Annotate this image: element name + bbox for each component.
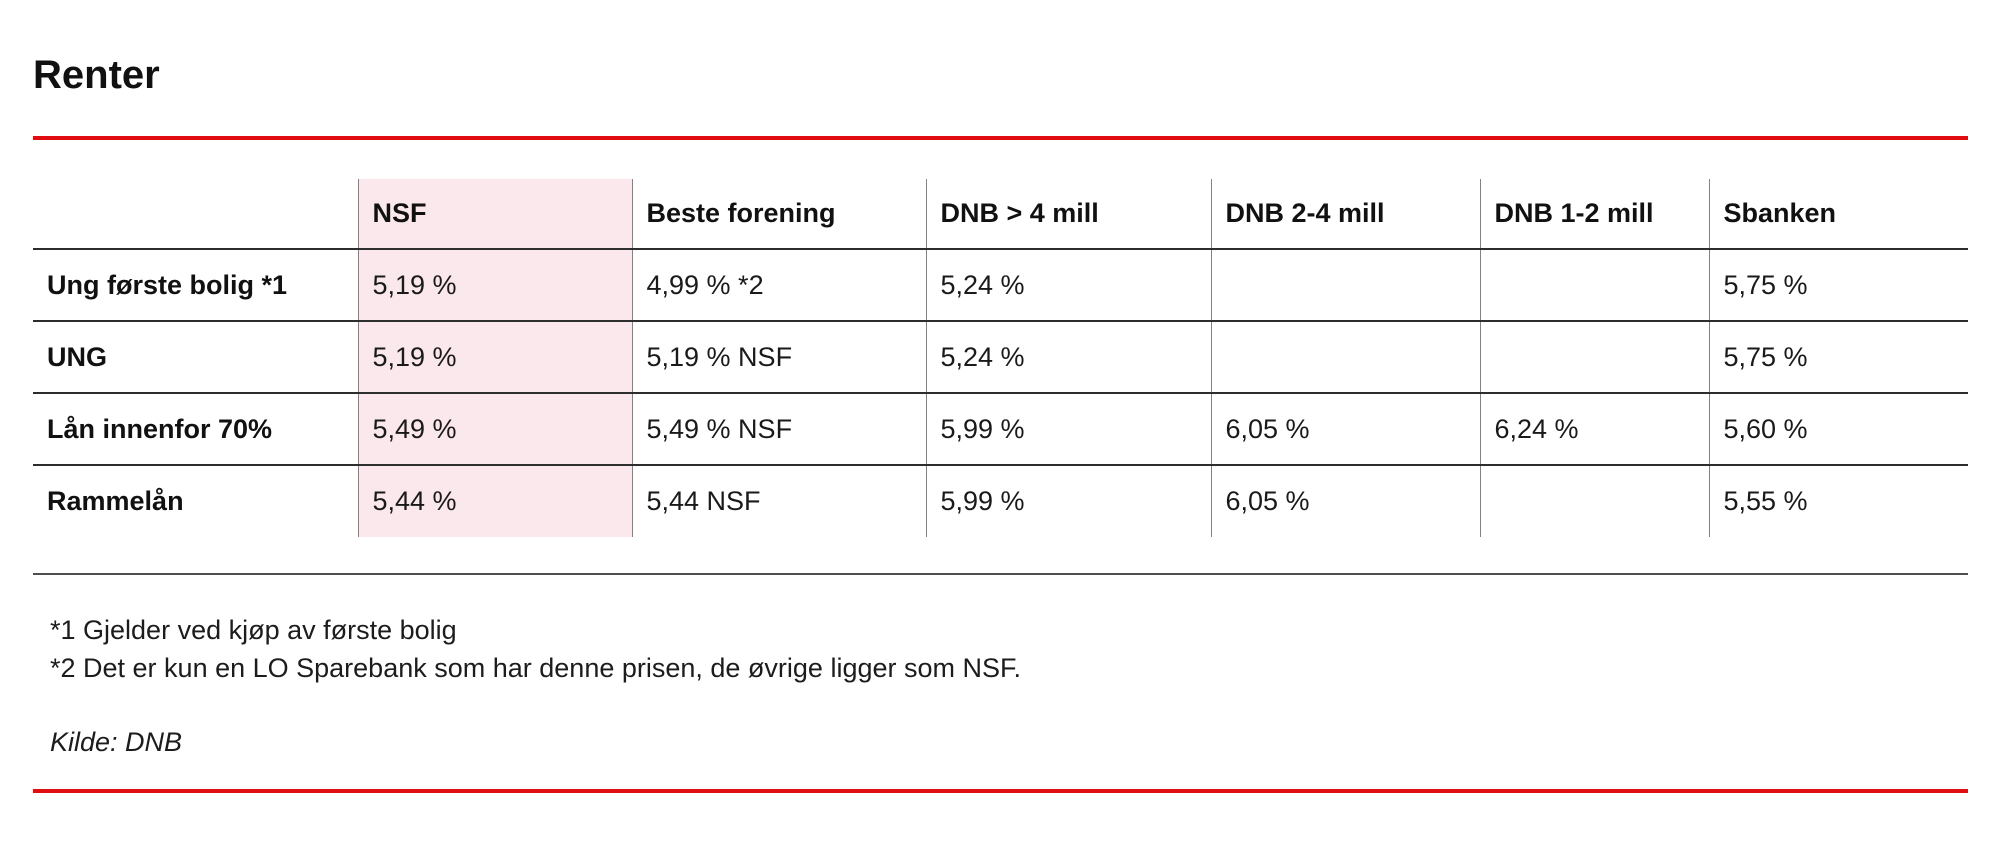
- table-header-dnb-1-2-mill: DNB 1-2 mill: [1479, 179, 1709, 249]
- cell-sbanken: 5,75 %: [1708, 249, 1968, 321]
- row-label-ung: UNG: [47, 341, 107, 372]
- table-header-beste-forening: Beste forening: [631, 179, 926, 249]
- row-label-rammelan: Rammelån: [47, 486, 184, 516]
- table-header-sbanken: Sbanken: [1708, 179, 1968, 249]
- table-header-dnb-2-4-mill: DNB 2-4 mill: [1210, 179, 1480, 249]
- footnote-2: *2 Det er kun en LO Sparebank som har de…: [50, 653, 1021, 683]
- source-credit: Kilde: DNB: [50, 727, 183, 757]
- cell-dnb-over-4-mill: 5,99 %: [925, 465, 1211, 537]
- table-row: Lån innenfor 70% 5,49 % 5,49 % NSF 5,99 …: [33, 393, 1968, 465]
- table-row: Ung første bolig *1 5,19 % 4,99 % *2 5,2…: [33, 249, 1968, 321]
- cell-dnb-over-4-mill: 5,99 %: [925, 393, 1211, 465]
- cell-sbanken: 5,55 %: [1708, 465, 1968, 537]
- cell-dnb-2-4-mill: 6,05 %: [1210, 393, 1480, 465]
- table-row: UNG 5,19 % 5,19 % NSF 5,24 % 5,75 %: [33, 321, 1968, 393]
- cell-dnb-over-4-mill: 5,24 %: [925, 321, 1211, 393]
- cell-dnb-1-2-mill: 6,24 %: [1479, 393, 1709, 465]
- cell-dnb-1-2-mill: [1479, 465, 1709, 537]
- cell-dnb-1-2-mill: [1479, 249, 1709, 321]
- table-row: Rammelån 5,44 % 5,44 NSF 5,99 % 6,05 % 5…: [33, 465, 1968, 537]
- cell-dnb-2-4-mill: [1210, 249, 1480, 321]
- table-header-nsf: NSF: [357, 179, 632, 249]
- cell-nsf: 5,44 %: [357, 465, 632, 537]
- table-header-row: NSF Beste forening DNB > 4 mill DNB 2-4 …: [33, 179, 1968, 249]
- row-label-lan-innenfor-70: Lån innenfor 70%: [47, 413, 273, 444]
- table-header-empty: [33, 179, 358, 249]
- row-label-ung-forste-bolig: Ung første bolig *1: [47, 269, 288, 300]
- footnote-1: *1 Gjelder ved kjøp av første bolig: [50, 615, 457, 645]
- rates-table: NSF Beste forening DNB > 4 mill DNB 2-4 …: [33, 179, 1968, 537]
- footnote-divider: [33, 573, 1968, 575]
- cell-beste-forening: 5,44 NSF: [631, 465, 926, 537]
- cell-dnb-2-4-mill: [1210, 321, 1480, 393]
- bottom-red-divider: [33, 789, 1968, 793]
- cell-nsf: 5,49 %: [357, 393, 632, 465]
- cell-nsf: 5,19 %: [357, 249, 632, 321]
- cell-sbanken: 5,75 %: [1708, 321, 1968, 393]
- cell-beste-forening: 5,49 % NSF: [631, 393, 926, 465]
- page-title: Renter: [33, 53, 160, 97]
- footnotes: *1 Gjelder ved kjøp av første bolig *2 D…: [50, 611, 1968, 687]
- cell-beste-forening: 4,99 % *2: [631, 249, 926, 321]
- cell-beste-forening: 5,19 % NSF: [631, 321, 926, 393]
- cell-sbanken: 5,60 %: [1708, 393, 1968, 465]
- cell-dnb-1-2-mill: [1479, 321, 1709, 393]
- table-header-dnb-over-4-mill: DNB > 4 mill: [925, 179, 1211, 249]
- cell-dnb-2-4-mill: 6,05 %: [1210, 465, 1480, 537]
- cell-nsf: 5,19 %: [357, 321, 632, 393]
- rates-widget: Renter NSF Beste forening DNB > 4 mill D…: [33, 53, 1968, 793]
- top-red-divider: [33, 136, 1968, 140]
- cell-dnb-over-4-mill: 5,24 %: [925, 249, 1211, 321]
